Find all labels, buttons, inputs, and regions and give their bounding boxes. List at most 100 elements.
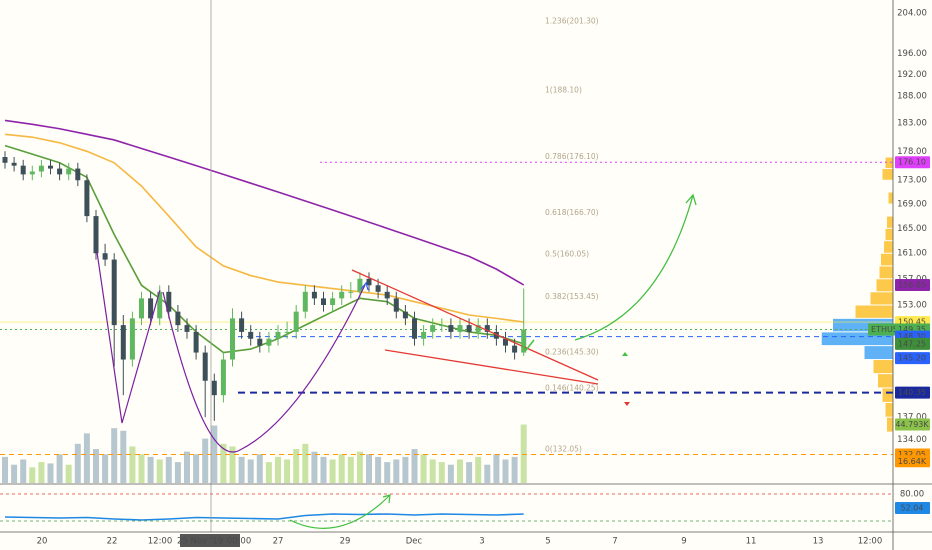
volume-bar bbox=[111, 428, 118, 483]
price-tag-bg bbox=[895, 156, 930, 169]
x-tick-label: 12:00 bbox=[148, 537, 173, 547]
candle-body bbox=[57, 168, 63, 175]
volume-bar bbox=[347, 456, 354, 483]
volume-bar bbox=[393, 459, 400, 483]
candle-body bbox=[357, 278, 363, 292]
volume-bar bbox=[20, 459, 27, 483]
volume-bar bbox=[202, 438, 209, 483]
x-tick-label: 20 bbox=[37, 537, 48, 547]
price-tag: 148.30 bbox=[898, 332, 926, 341]
candle-body bbox=[129, 318, 135, 360]
volume-bar bbox=[420, 454, 427, 483]
volume-bar bbox=[493, 454, 500, 483]
price-tag-bg bbox=[895, 337, 930, 350]
candle-body bbox=[457, 325, 463, 332]
candle-body bbox=[421, 331, 427, 339]
price-tag: 140.35 bbox=[898, 388, 926, 397]
y-tick-label: 173.00 bbox=[897, 176, 927, 186]
cup-curve bbox=[162, 284, 366, 453]
volume-bar bbox=[147, 456, 154, 483]
volume-bar bbox=[229, 446, 236, 483]
crosshair-date-bg bbox=[180, 534, 240, 547]
candle-body bbox=[230, 318, 235, 360]
candle-body bbox=[430, 325, 436, 332]
candle-body bbox=[412, 318, 417, 339]
fib-label: 0.786(176.10) bbox=[545, 152, 599, 161]
volume-bar bbox=[293, 449, 300, 483]
volume-bar bbox=[102, 454, 109, 483]
volume-bar bbox=[375, 456, 382, 483]
volume-bar bbox=[211, 425, 218, 483]
volume-profile-bar bbox=[887, 216, 893, 228]
volume-profile-bar bbox=[882, 388, 893, 402]
volume-bar bbox=[520, 424, 527, 483]
x-tick-label: 7 bbox=[612, 537, 617, 547]
volume-bar bbox=[511, 456, 518, 483]
candle-body bbox=[393, 298, 399, 312]
candle-body bbox=[66, 168, 72, 175]
candle-body bbox=[120, 325, 126, 360]
osc-arrow bbox=[289, 494, 391, 529]
x-tick-label: 13 bbox=[813, 537, 824, 547]
volume-bar bbox=[356, 451, 363, 483]
volume-bar bbox=[284, 459, 291, 483]
moving-average bbox=[4, 119, 525, 286]
price-tag: 156.05 bbox=[898, 280, 926, 289]
up-marker bbox=[622, 352, 628, 356]
candle-body bbox=[521, 329, 527, 353]
x-tick-label: 25 Nov '19 bbox=[177, 537, 223, 547]
volume-bar bbox=[329, 459, 336, 483]
oscillator-line bbox=[4, 513, 524, 521]
candle-body bbox=[448, 325, 454, 332]
price-tag-bg bbox=[895, 278, 930, 291]
check-mark bbox=[521, 339, 535, 352]
candle-body bbox=[11, 162, 17, 166]
volume-bar bbox=[74, 443, 81, 483]
down-marker bbox=[624, 402, 630, 406]
candle-body bbox=[348, 291, 354, 293]
volume-profile-bar bbox=[873, 360, 893, 374]
fib-label: 1(188.10) bbox=[545, 85, 582, 94]
candle-body bbox=[257, 338, 263, 346]
candle-body bbox=[339, 291, 345, 299]
volume-bar bbox=[184, 451, 190, 483]
volume-bar bbox=[56, 454, 63, 483]
volume-bar bbox=[165, 456, 172, 483]
volume-profile-bar bbox=[888, 192, 893, 204]
candle-body bbox=[75, 168, 81, 181]
candle-body bbox=[29, 171, 35, 175]
candle-body bbox=[512, 345, 518, 353]
candle-body bbox=[157, 291, 163, 319]
candle-body bbox=[184, 325, 190, 332]
volume-bar bbox=[29, 467, 36, 483]
price-tag: 149.35 bbox=[898, 325, 926, 334]
y-tick-label: 188.00 bbox=[897, 91, 927, 101]
volume-bar bbox=[193, 454, 200, 483]
y-tick-label: 137.00 bbox=[897, 413, 927, 423]
volume-bar bbox=[247, 459, 254, 483]
candle-body bbox=[493, 331, 499, 339]
volume-tag-bg bbox=[895, 455, 930, 468]
candle-body bbox=[321, 298, 326, 305]
candle-body bbox=[166, 291, 172, 312]
candle-body bbox=[220, 359, 226, 396]
volume-bar bbox=[138, 454, 145, 483]
price-tag-bg bbox=[895, 352, 930, 365]
volume-bar bbox=[256, 454, 263, 483]
moving-average bbox=[4, 144, 524, 354]
fib-label: 0(132.05) bbox=[545, 445, 582, 454]
y-tick-label: 165.00 bbox=[897, 224, 927, 234]
volume-bar bbox=[93, 449, 99, 483]
x-tick-label: 9 bbox=[681, 537, 686, 547]
volume-bar bbox=[83, 433, 90, 483]
volume-bar bbox=[457, 459, 463, 483]
volume-bar bbox=[475, 456, 482, 483]
fib-label: 0.146(140.25) bbox=[545, 383, 599, 392]
price-tag: 176.10 bbox=[898, 158, 926, 167]
candle-body bbox=[375, 285, 381, 292]
volume-profile-bar bbox=[879, 266, 893, 279]
price-tag: 147.25 bbox=[898, 339, 926, 348]
